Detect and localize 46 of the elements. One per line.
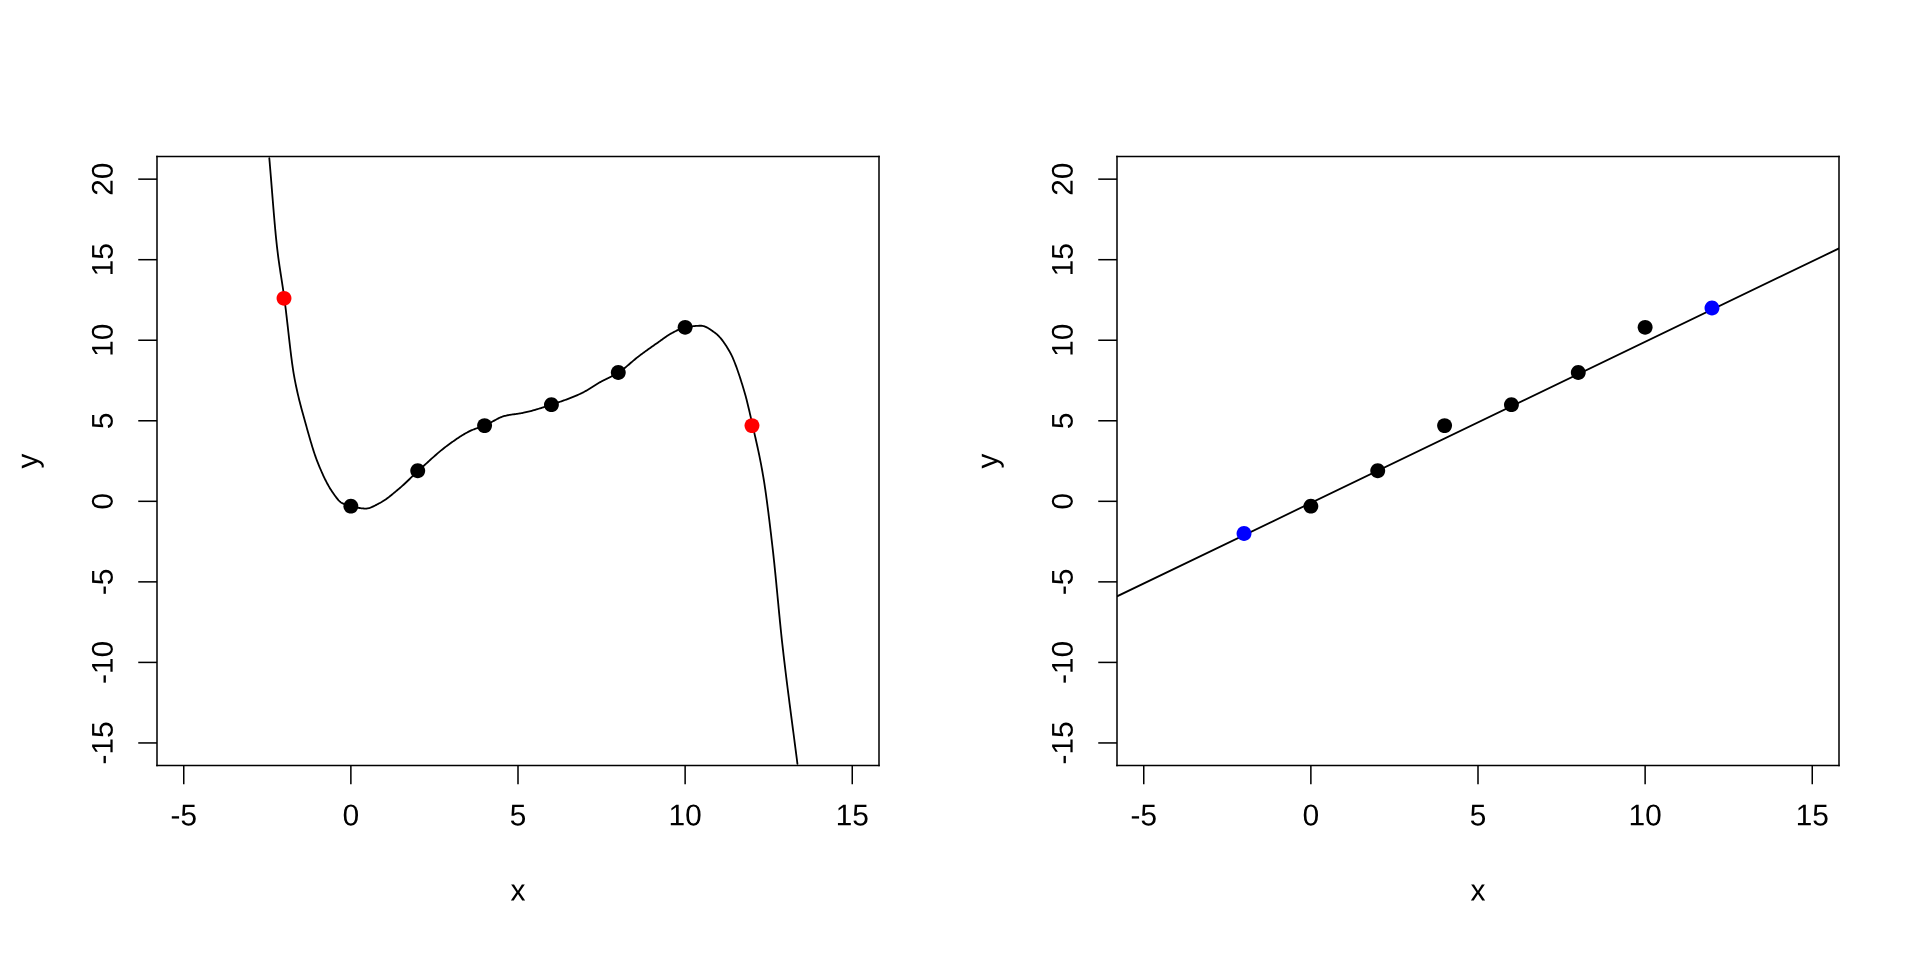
y-axis-title: y xyxy=(981,453,1004,469)
point xyxy=(1704,300,1720,316)
point xyxy=(1303,498,1319,514)
point xyxy=(1503,397,1519,413)
x-axis-title: x xyxy=(510,884,526,901)
y-tick-label: -10 xyxy=(91,641,113,683)
y-tick-label: 5 xyxy=(1052,413,1073,428)
y-tick-label: -15 xyxy=(92,722,113,764)
y-tick-label: 20 xyxy=(91,163,113,195)
y-tick-label: 15 xyxy=(92,244,113,275)
x-tick-label: 10 xyxy=(1630,804,1661,826)
y-tick-label: -5 xyxy=(92,569,113,594)
point xyxy=(1570,365,1586,380)
point xyxy=(610,365,626,380)
x-tick-label: 5 xyxy=(510,804,526,826)
point xyxy=(1236,526,1252,541)
x-tick-label: -5 xyxy=(1131,804,1156,826)
x-tick-label: 15 xyxy=(1797,804,1828,826)
y-tick-label: 5 xyxy=(92,413,113,428)
x-tick-label: 15 xyxy=(837,804,868,826)
point xyxy=(543,397,559,413)
point xyxy=(744,418,760,434)
x-tick-label: 0 xyxy=(1303,804,1319,826)
y-tick-label: 0 xyxy=(1051,494,1073,509)
y-axis-title: y xyxy=(21,453,44,469)
y-tick-label: 20 xyxy=(1051,163,1073,195)
point xyxy=(410,463,426,479)
x-tick-label: 5 xyxy=(1470,804,1486,826)
point xyxy=(477,418,493,434)
x-axis-title: x xyxy=(1470,884,1486,901)
y-tick-label: -15 xyxy=(1052,722,1073,764)
y-tick-label: -10 xyxy=(1051,641,1073,683)
x-tick-label: 10 xyxy=(670,804,701,826)
y-tick-label: 0 xyxy=(91,494,113,509)
point xyxy=(1370,463,1386,479)
point xyxy=(1637,319,1653,335)
y-tick-label: -5 xyxy=(1052,569,1073,594)
point xyxy=(677,319,693,335)
point xyxy=(343,498,359,514)
point xyxy=(276,290,292,306)
x-tick-label: 0 xyxy=(343,804,359,826)
y-tick-label: 10 xyxy=(1051,324,1073,355)
y-tick-label: 10 xyxy=(91,324,113,355)
y-tick-label: 15 xyxy=(1052,244,1073,275)
point xyxy=(1437,418,1453,434)
x-tick-label: -5 xyxy=(171,804,196,826)
